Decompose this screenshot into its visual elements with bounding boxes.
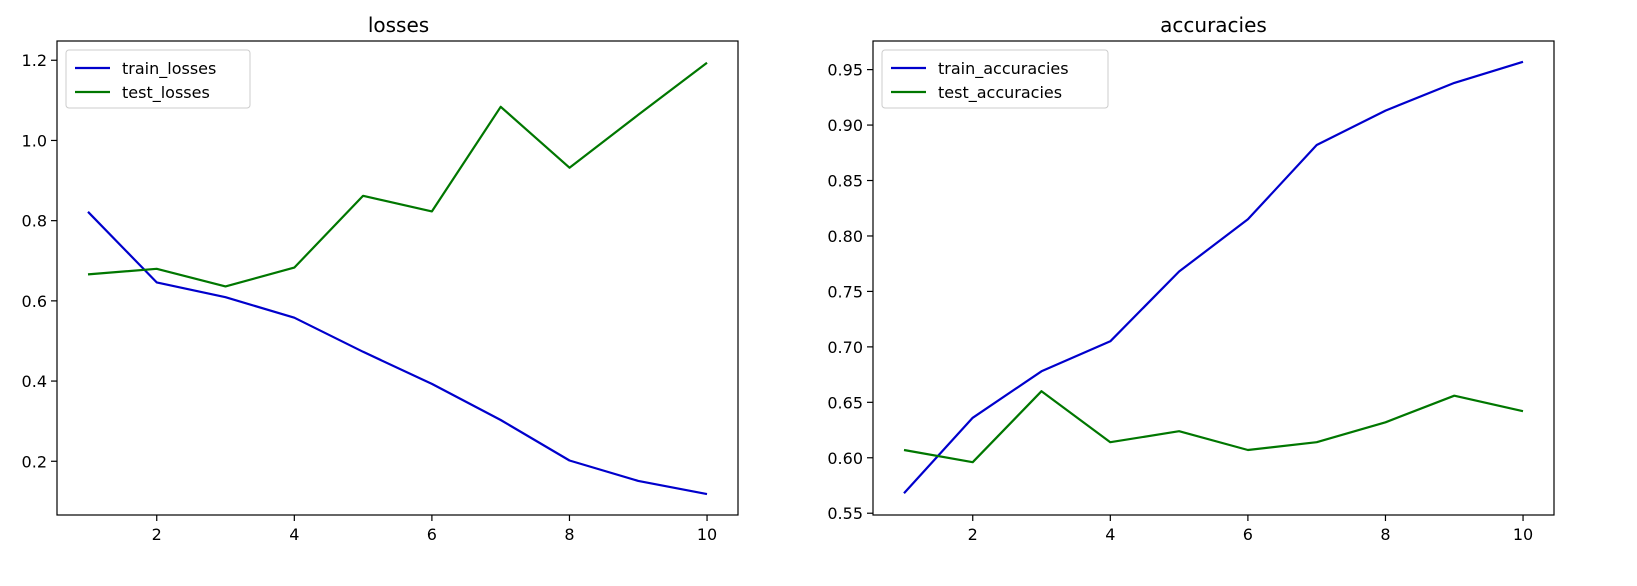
x-tick-label: 6 bbox=[427, 525, 437, 544]
legend-label: train_losses bbox=[122, 59, 216, 79]
legend-label: test_accuracies bbox=[938, 83, 1062, 103]
legend-box bbox=[881, 49, 1109, 109]
series-line-test_losses bbox=[87, 61, 708, 288]
legend: train_accuracies test_accuracies bbox=[881, 49, 1109, 109]
chart-title: accuracies bbox=[1160, 13, 1267, 37]
y-tick-label: 0.70 bbox=[827, 338, 863, 357]
y-tick-label: 0.8 bbox=[22, 212, 47, 231]
y-tick-label: 0.6 bbox=[22, 292, 47, 311]
series-line-train_accuracies bbox=[903, 60, 1524, 495]
legend-label: train_accuracies bbox=[938, 59, 1069, 79]
x-tick-label: 10 bbox=[697, 525, 717, 544]
accuracies-panel: accuracies 2 4 6 8 10 0.55 0.60 0.65 0.70 0.75 0.8… bbox=[827, 13, 1555, 544]
series-line-train_losses bbox=[87, 211, 708, 496]
x-tick-label: 4 bbox=[1105, 525, 1115, 544]
y-tick-label: 0.65 bbox=[827, 393, 863, 412]
legend-box bbox=[65, 49, 251, 109]
y-tick-label: 1.0 bbox=[22, 131, 47, 150]
axes-frame bbox=[872, 40, 1555, 516]
y-tick-label: 0.4 bbox=[22, 372, 47, 391]
x-tick-label: 2 bbox=[968, 525, 978, 544]
x-tick-label: 6 bbox=[1243, 525, 1253, 544]
y-tick-label: 1.2 bbox=[22, 51, 47, 70]
axes-frame bbox=[56, 40, 739, 516]
x-tick-label: 8 bbox=[564, 525, 574, 544]
losses-panel: losses 2 4 6 8 10 0.2 0.4 0.6 0.8 1.0 1.2 train_los… bbox=[22, 13, 739, 544]
y-tick-label: 0.60 bbox=[827, 449, 863, 468]
y-tick-label: 0.55 bbox=[827, 504, 863, 523]
y-tick-label: 0.2 bbox=[22, 452, 47, 471]
y-tick-label: 0.85 bbox=[827, 172, 863, 191]
x-tick-label: 4 bbox=[289, 525, 299, 544]
legend-label: test_losses bbox=[122, 83, 210, 103]
series-line-test_accuracies bbox=[903, 390, 1524, 464]
legend: train_losses test_losses bbox=[65, 49, 251, 109]
y-tick-label: 0.80 bbox=[827, 227, 863, 246]
y-tick-label: 0.95 bbox=[827, 61, 863, 80]
x-tick-label: 10 bbox=[1513, 525, 1533, 544]
y-tick-label: 0.75 bbox=[827, 282, 863, 301]
x-tick-label: 8 bbox=[1380, 525, 1390, 544]
x-tick-label: 2 bbox=[152, 525, 162, 544]
chart-title: losses bbox=[368, 13, 429, 37]
y-tick-label: 0.90 bbox=[827, 116, 863, 135]
